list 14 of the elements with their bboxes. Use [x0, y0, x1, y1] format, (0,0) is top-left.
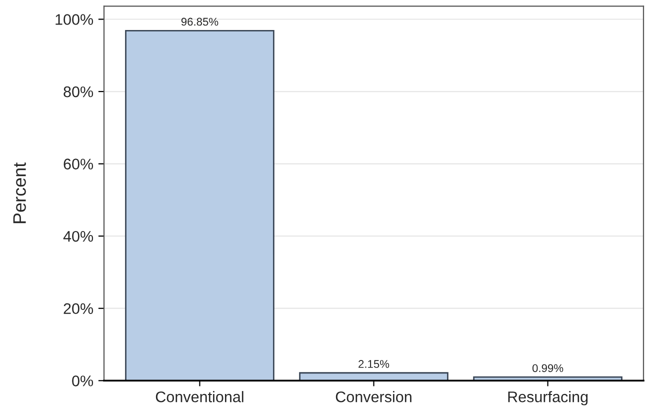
- y-tick-label: 60%: [64, 158, 94, 170]
- y-tick-label: 20%: [64, 303, 94, 314]
- y-tick-label: 0%: [72, 376, 94, 386]
- y-tick-label: 100%: [56, 14, 94, 25]
- x-tick-label: Conventional: [156, 391, 244, 402]
- y-tick-label: 80%: [64, 86, 94, 98]
- data-label: 2.15%: [358, 360, 390, 368]
- x-tick-label: Resurfacing: [508, 391, 588, 406]
- data-label: 0.99%: [532, 364, 564, 372]
- y-tick-label: 40%: [63, 230, 94, 242]
- bar: [125, 30, 274, 381]
- data-label: 96.85%: [181, 18, 218, 26]
- x-tick-label: Conversion: [336, 391, 412, 402]
- y-axis-title: Percent: [13, 162, 26, 224]
